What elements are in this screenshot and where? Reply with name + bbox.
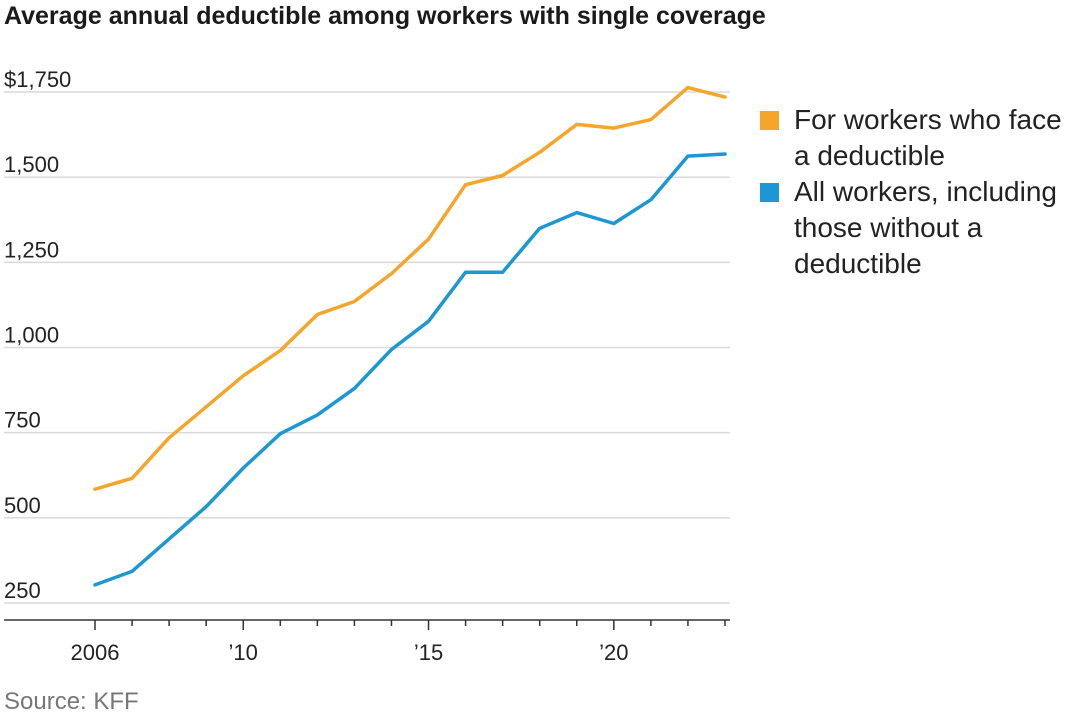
y-tick-label: 1,000 bbox=[4, 323, 59, 348]
legend-item-face-deductible: For workers who face a deductible bbox=[760, 102, 1080, 174]
legend-swatch-face-deductible bbox=[760, 111, 779, 130]
y-tick-label: $1,750 bbox=[4, 67, 71, 92]
y-tick-label: 500 bbox=[4, 493, 41, 518]
x-tick-labels: 2006 ’10 ’15 ’20 bbox=[71, 640, 629, 665]
y-tick-labels: 250 500 750 1,000 1,250 1,500 $1,750 bbox=[4, 67, 71, 603]
source-note: Source: KFF bbox=[4, 688, 139, 715]
series-line-face-deductible bbox=[93, 85, 727, 491]
legend-swatch-all-workers bbox=[760, 183, 779, 202]
legend-label-all-workers: All workers, including those without a d… bbox=[794, 176, 1057, 279]
x-tick-label: 2006 bbox=[71, 640, 120, 665]
y-tick-label: 1,500 bbox=[4, 152, 59, 177]
series-line-all-workers bbox=[93, 152, 727, 587]
y-tick-label: 750 bbox=[4, 408, 41, 433]
legend-item-all-workers: All workers, including those without a d… bbox=[760, 174, 1080, 282]
x-tick-label: ’15 bbox=[414, 640, 443, 665]
legend: For workers who face a deductible All wo… bbox=[760, 102, 1080, 282]
y-tick-label: 1,250 bbox=[4, 237, 59, 262]
series-lines bbox=[93, 85, 727, 587]
x-tick-label: ’10 bbox=[229, 640, 258, 665]
grid-lines bbox=[4, 91, 730, 604]
x-axis bbox=[4, 619, 730, 630]
x-tick-label: ’20 bbox=[599, 640, 628, 665]
y-tick-label: 250 bbox=[4, 578, 41, 603]
chart-title: Average annual deductible among workers … bbox=[4, 2, 766, 30]
legend-label-face-deductible: For workers who face a deductible bbox=[794, 104, 1062, 171]
